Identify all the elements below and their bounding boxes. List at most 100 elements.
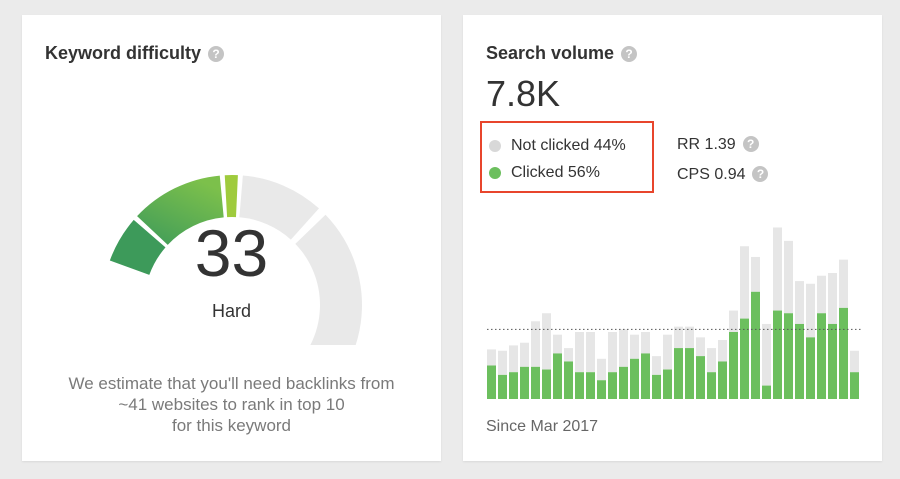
bar-not-clicked: [674, 326, 683, 349]
legend-clicked: Clicked 56%: [489, 164, 600, 182]
bar-not-clicked: [839, 259, 848, 308]
help-icon[interactable]: ?: [621, 46, 638, 62]
difficulty-gauge: [109, 175, 362, 345]
difficulty-description-line: ~41 websites to rank in top 10: [118, 395, 345, 414]
bar-clicked: [608, 372, 617, 399]
bar-not-clicked: [597, 358, 606, 381]
bar-not-clicked: [619, 329, 628, 367]
difficulty-description-line: for this keyword: [171, 416, 292, 435]
bar-not-clicked: [630, 334, 639, 359]
bar-clicked: [564, 361, 573, 399]
bar-clicked: [542, 369, 551, 399]
bar-clicked: [619, 366, 628, 399]
bar-clicked: [641, 353, 650, 399]
keyword-difficulty-title-text: Keyword difficulty: [45, 43, 202, 63]
bar-not-clicked: [696, 337, 705, 357]
bar-clicked: [696, 356, 705, 399]
bar-not-clicked: [608, 332, 617, 373]
bar-clicked: [850, 372, 859, 399]
bar-clicked: [487, 365, 496, 399]
bar-not-clicked: [641, 332, 650, 354]
help-icon[interactable]: ?: [208, 46, 225, 62]
clicks-per-search-label: CPS 0.94: [677, 166, 746, 183]
bar-clicked: [784, 313, 793, 399]
bar-clicked: [531, 366, 540, 399]
bar-clicked: [839, 307, 848, 399]
bar-not-clicked: [564, 348, 573, 362]
bar-clicked: [630, 358, 639, 399]
bar-clicked: [707, 372, 716, 399]
bar-clicked: [817, 313, 826, 399]
help-icon[interactable]: ?: [752, 166, 769, 182]
bar-clicked: [729, 332, 738, 399]
bar-clicked: [652, 374, 661, 399]
bar-clicked: [498, 374, 507, 399]
help-icon[interactable]: ?: [742, 136, 759, 152]
bar-clicked: [828, 323, 837, 399]
legend-clicked-label: Clicked 56%: [511, 164, 600, 181]
bar-clicked: [795, 323, 804, 399]
bar-not-clicked: [531, 321, 540, 367]
bar-not-clicked: [487, 349, 496, 366]
return-rate: RR 1.39?: [677, 136, 759, 154]
difficulty-score: 33: [194, 216, 269, 290]
bar-clicked: [586, 372, 595, 399]
bar-clicked: [806, 337, 815, 399]
search-volume-title: Search volume?: [486, 43, 638, 64]
bar-not-clicked: [773, 227, 782, 311]
bar-clicked: [597, 380, 606, 399]
bar-not-clicked: [729, 310, 738, 332]
return-rate-label: RR 1.39: [677, 136, 736, 153]
bar-clicked: [575, 372, 584, 399]
difficulty-label: Hard: [211, 301, 251, 321]
bar-not-clicked: [542, 313, 551, 370]
bar-clicked: [520, 366, 529, 399]
legend-dot-icon: [489, 167, 501, 179]
bar-clicked: [762, 385, 771, 399]
bar-not-clicked: [784, 240, 793, 314]
bar-not-clicked: [828, 273, 837, 324]
bar-not-clicked: [652, 356, 661, 375]
bar-not-clicked: [685, 326, 694, 349]
bar-clicked: [685, 348, 694, 399]
gauge-level-marker: [224, 175, 238, 218]
bar-clicked: [509, 372, 518, 399]
difficulty-description-line: We estimate that you'll need backlinks f…: [68, 374, 395, 393]
bar-not-clicked: [806, 283, 815, 338]
legend-not-clicked-label: Not clicked 44%: [511, 137, 626, 154]
bar-clicked: [740, 318, 749, 399]
bar-clicked: [773, 310, 782, 399]
bar-not-clicked: [575, 332, 584, 373]
bar-clicked: [674, 348, 683, 399]
clicks-per-search: CPS 0.94?: [677, 166, 769, 184]
bar-not-clicked: [663, 334, 672, 370]
keyword-difficulty-card: Keyword difficulty? 33 Hard We estimate …: [22, 15, 441, 461]
keyword-difficulty-title: Keyword difficulty?: [45, 43, 225, 64]
bar-not-clicked: [509, 345, 518, 373]
gauge-fill-segment: [109, 219, 166, 275]
legend-dot-icon: [489, 140, 501, 152]
gauge-fill-segment: [137, 175, 224, 245]
bar-not-clicked: [795, 281, 804, 324]
bar-clicked: [751, 291, 760, 399]
bar-not-clicked: [520, 342, 529, 367]
bar-not-clicked: [586, 332, 595, 373]
gauge-track-segment: [295, 214, 362, 345]
search-volume-title-text: Search volume: [486, 43, 615, 63]
bar-not-clicked: [762, 323, 771, 386]
search-volume-value: 7.8K: [486, 73, 561, 114]
bar-clicked: [553, 353, 562, 399]
bar-not-clicked: [498, 350, 507, 375]
legend-not-clicked: Not clicked 44%: [489, 137, 626, 155]
bar-not-clicked: [850, 350, 859, 373]
bar-clicked: [663, 369, 672, 399]
search-volume-card: Search volume? 7.8K Not clicked 44% Clic…: [463, 15, 882, 461]
search-volume-since: Since Mar 2017: [486, 418, 599, 435]
bar-not-clicked: [740, 246, 749, 319]
bar-not-clicked: [553, 334, 562, 354]
gauge-track-segment: [239, 175, 319, 240]
bar-not-clicked: [707, 348, 716, 373]
clicks-legend-highlight: Not clicked 44% Clicked 56%: [480, 121, 654, 193]
bar-clicked: [718, 361, 727, 399]
search-volume-chart: [487, 227, 861, 399]
